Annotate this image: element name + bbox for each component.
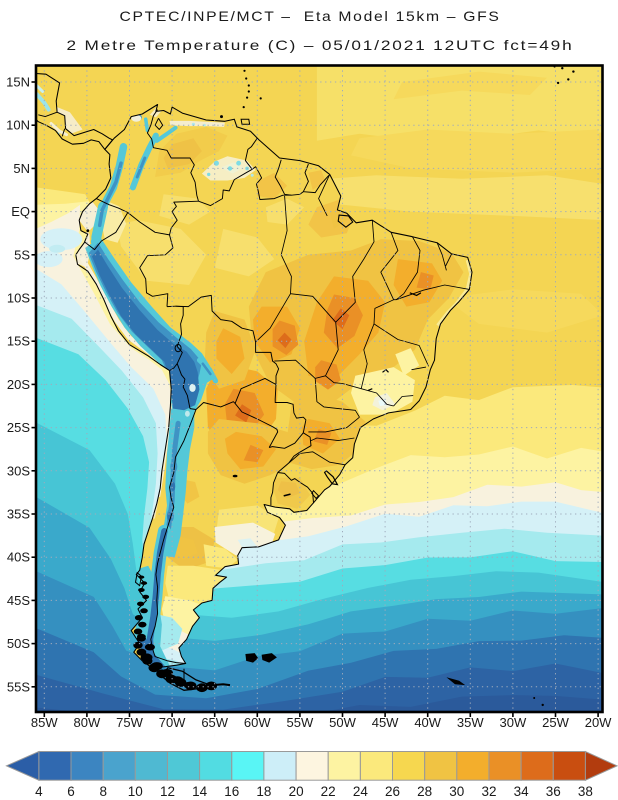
svg-text:75W: 75W	[116, 715, 143, 730]
svg-text:10: 10	[128, 784, 143, 799]
svg-text:5N: 5N	[13, 161, 30, 176]
svg-text:8: 8	[99, 784, 107, 799]
svg-text:85W: 85W	[31, 715, 58, 730]
svg-text:14: 14	[192, 784, 208, 799]
svg-text:4: 4	[35, 784, 43, 799]
svg-text:22: 22	[321, 784, 336, 799]
svg-text:70W: 70W	[159, 715, 186, 730]
svg-text:30W: 30W	[500, 715, 527, 730]
svg-text:35W: 35W	[457, 715, 484, 730]
svg-text:40S: 40S	[7, 550, 30, 565]
svg-text:EQ: EQ	[11, 204, 30, 219]
svg-text:12: 12	[160, 784, 175, 799]
svg-text:15N: 15N	[6, 75, 30, 90]
svg-text:38: 38	[578, 784, 593, 799]
svg-text:28: 28	[417, 784, 432, 799]
svg-text:40W: 40W	[414, 715, 441, 730]
svg-text:2 Metre Temperature (C) – 05/0: 2 Metre Temperature (C) – 05/01/2021 12U…	[67, 37, 574, 53]
svg-text:16: 16	[224, 784, 239, 799]
svg-text:80W: 80W	[74, 715, 101, 730]
svg-text:CPTEC/INPE/MCT – Eta Model 15: CPTEC/INPE/MCT – Eta Model 15km – GFS	[120, 8, 501, 24]
svg-text:10N: 10N	[6, 118, 30, 133]
svg-text:55W: 55W	[287, 715, 314, 730]
svg-text:20: 20	[289, 784, 304, 799]
svg-text:25W: 25W	[542, 715, 569, 730]
svg-text:35S: 35S	[7, 507, 30, 522]
svg-text:10S: 10S	[7, 291, 30, 306]
svg-text:55S: 55S	[7, 679, 30, 694]
svg-text:15S: 15S	[7, 334, 30, 349]
svg-text:36: 36	[546, 784, 561, 799]
svg-text:20S: 20S	[7, 377, 30, 392]
svg-text:60W: 60W	[244, 715, 271, 730]
svg-text:5S: 5S	[14, 247, 30, 262]
svg-text:34: 34	[514, 784, 530, 799]
svg-text:25S: 25S	[7, 420, 30, 435]
svg-text:50W: 50W	[329, 715, 356, 730]
svg-text:45S: 45S	[7, 593, 30, 608]
svg-text:26: 26	[385, 784, 400, 799]
svg-text:50S: 50S	[7, 636, 30, 651]
svg-text:20W: 20W	[585, 715, 612, 730]
svg-text:45W: 45W	[372, 715, 399, 730]
svg-text:6: 6	[67, 784, 75, 799]
svg-text:24: 24	[353, 784, 369, 799]
svg-text:18: 18	[256, 784, 271, 799]
svg-text:30S: 30S	[7, 463, 30, 478]
svg-text:65W: 65W	[201, 715, 228, 730]
svg-text:32: 32	[481, 784, 496, 799]
svg-text:30: 30	[449, 784, 464, 799]
